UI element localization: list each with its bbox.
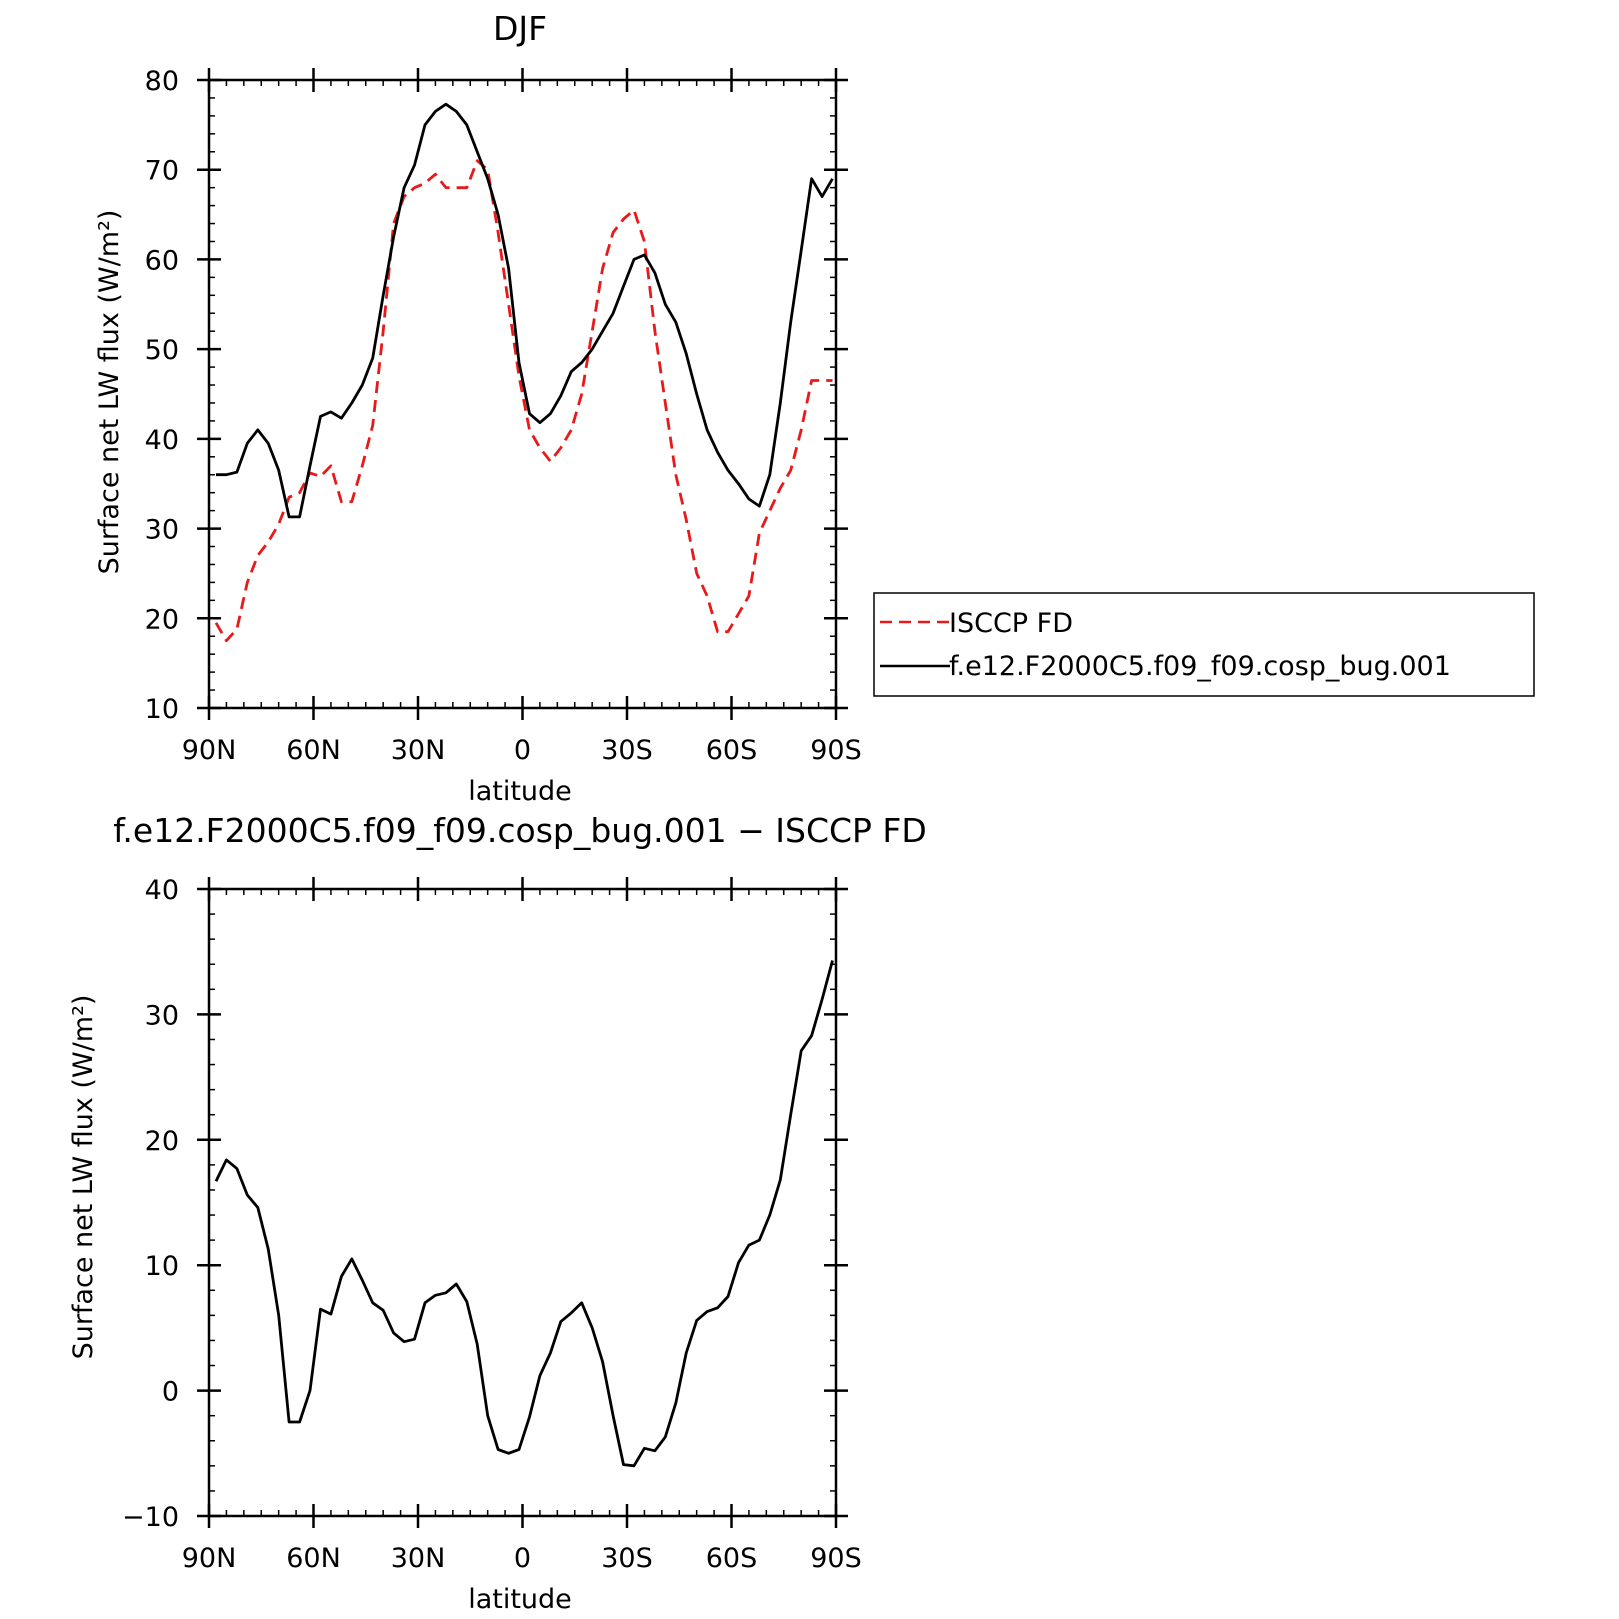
bottom-panel-frame	[207, 887, 838, 1518]
bottom-panel-lines	[214, 960, 834, 1468]
x-tick-label: 30N	[391, 1543, 446, 1574]
y-tick-label: 60	[145, 245, 179, 276]
y-tick-label: 30	[145, 515, 179, 546]
x-tick-label: 90N	[182, 1543, 237, 1574]
top-panel-lines	[214, 102, 834, 643]
x-tick-label: 60N	[286, 735, 341, 766]
bottom-panel-ylabel: Surface net LW flux (W/m²)	[68, 995, 99, 1360]
top-panel-axes: 90N 60N 30N 0 30S 60S 90S 10 20 30 40 50 60 70 80	[145, 66, 862, 766]
y-tick-label: 20	[145, 1126, 179, 1157]
x-tick-label: 60S	[706, 735, 758, 766]
bottom-panel: f.e12.F2000C5.f09_f09.cosp_bug.001 − ISC…	[68, 811, 927, 1615]
difference-line	[214, 960, 834, 1468]
x-tick-label: 90N	[182, 735, 237, 766]
x-tick-label: 30S	[601, 1543, 653, 1574]
y-tick-label: 30	[145, 1000, 179, 1031]
top-panel-title: DJF	[493, 9, 547, 48]
top-panel-ylabel: Surface net LW flux (W/m²)	[94, 210, 125, 575]
y-tick-label: 40	[145, 425, 179, 456]
x-tick-label: 0	[514, 735, 531, 766]
y-tick-label: 70	[145, 156, 179, 187]
y-tick-label: 80	[145, 66, 179, 97]
y-tick-label: 50	[145, 335, 179, 366]
x-tick-label: 30S	[601, 735, 653, 766]
isccp-fd-line	[214, 159, 833, 643]
top-panel-frame	[207, 78, 838, 710]
y-tick-label: 10	[145, 694, 179, 725]
legend-label-model: f.e12.F2000C5.f09_f09.cosp_bug.001	[949, 651, 1451, 682]
legend-box	[873, 592, 1535, 697]
x-tick-label: 90S	[810, 1543, 862, 1574]
bottom-panel-title: f.e12.F2000C5.f09_f09.cosp_bug.001 − ISC…	[113, 811, 927, 850]
top-panel-xlabel: latitude	[468, 776, 572, 807]
x-tick-label: 30N	[391, 735, 446, 766]
bottom-panel-xlabel: latitude	[468, 1584, 572, 1615]
bottom-panel-axes: 90N 60N 30N 0 30S 60S 90S −10 0 10 20 30 40	[122, 875, 862, 1574]
x-tick-label: 60S	[706, 1543, 758, 1574]
y-tick-label: 0	[162, 1377, 179, 1408]
y-tick-label: 20	[145, 604, 179, 635]
x-tick-label: 0	[514, 1543, 531, 1574]
top-panel: DJF Surface net LW flux (W/m²) latitude …	[94, 9, 862, 807]
x-tick-label: 60N	[286, 1543, 341, 1574]
x-tick-label: 90S	[810, 735, 862, 766]
model-line	[216, 102, 834, 519]
legend-label-isccp: ISCCP FD	[949, 608, 1073, 639]
y-tick-label: 40	[145, 875, 179, 906]
y-tick-label: −10	[122, 1502, 179, 1533]
legend: ISCCP FD f.e12.F2000C5.f09_f09.cosp_bug.…	[873, 592, 1535, 697]
y-tick-label: 10	[145, 1251, 179, 1282]
